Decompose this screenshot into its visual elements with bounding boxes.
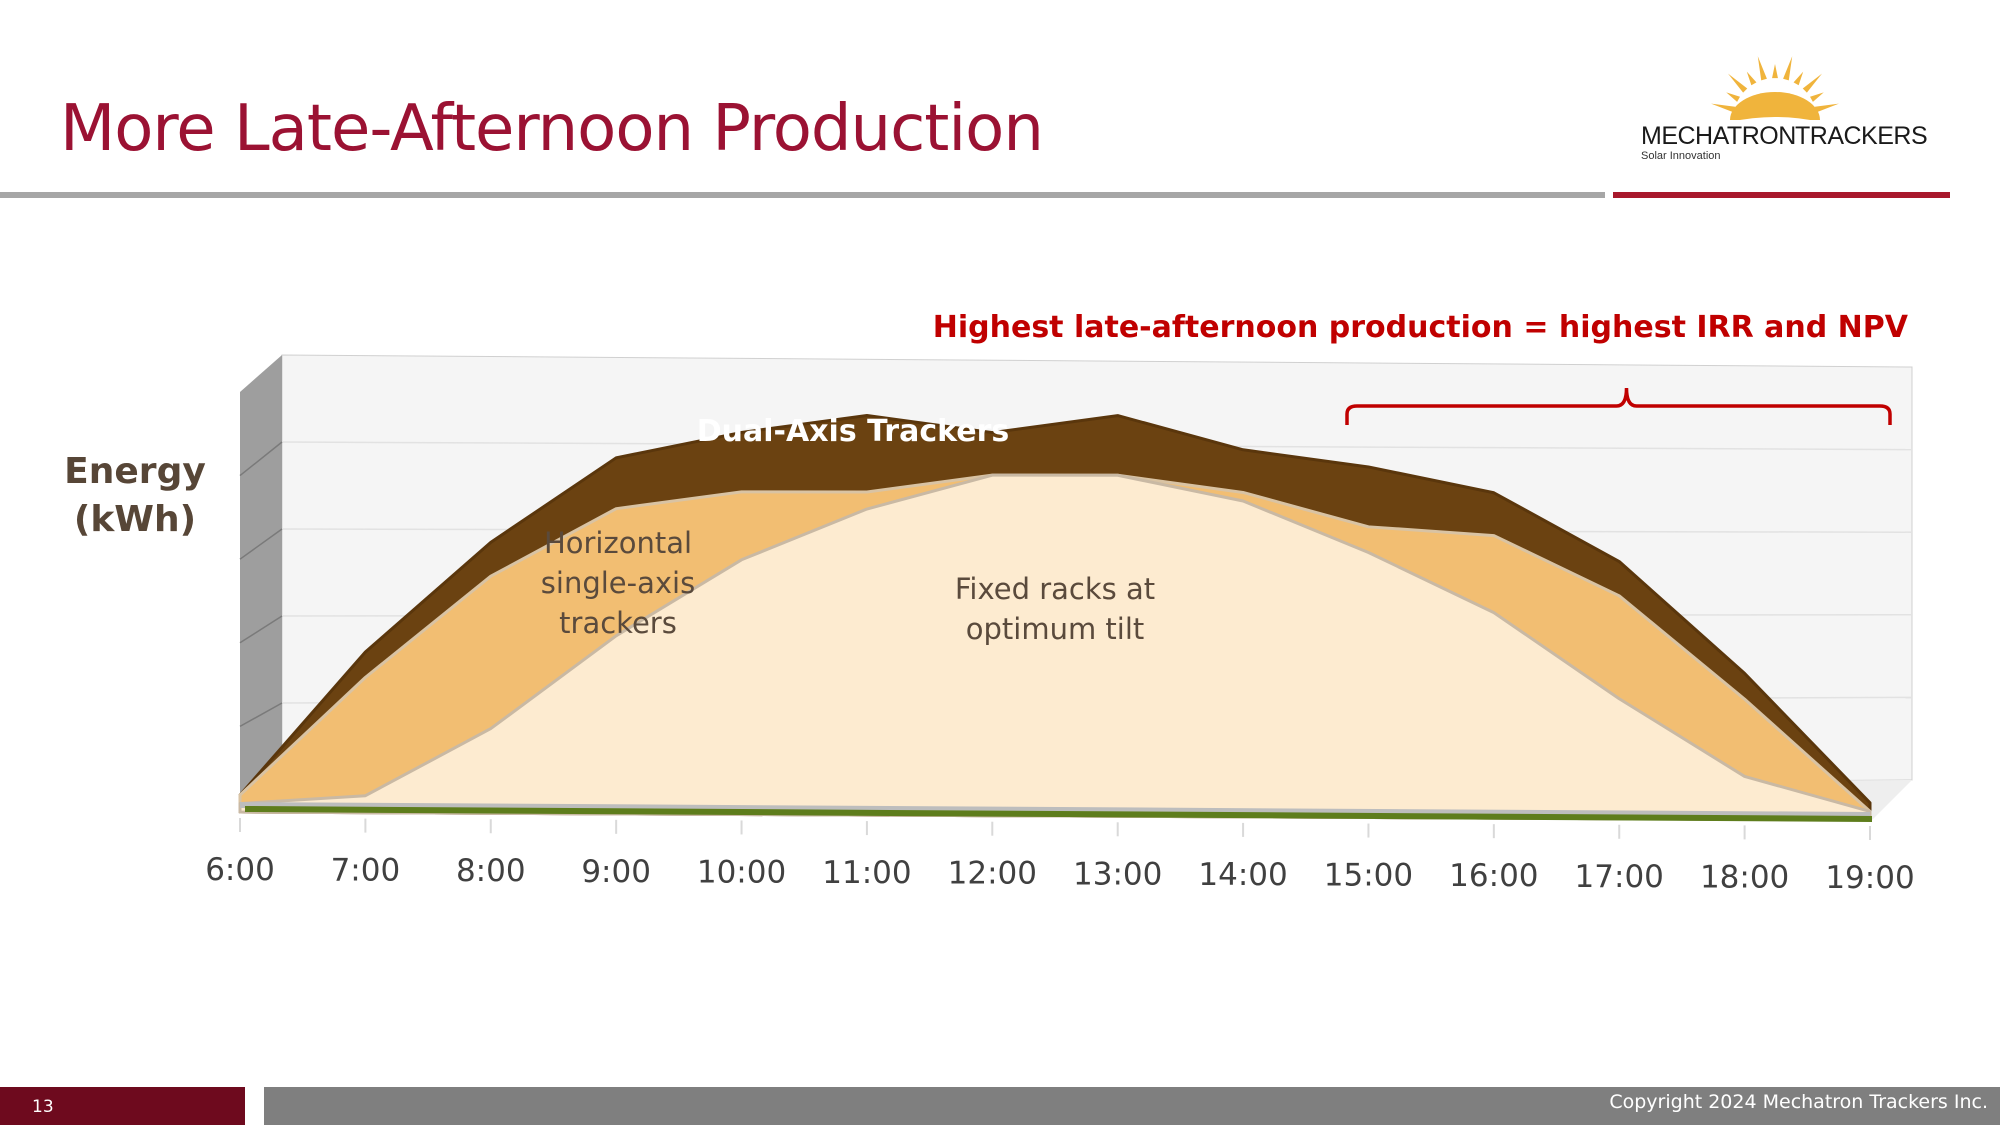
gridline-side	[239, 702, 283, 728]
single-axis-label: single-axis	[541, 566, 695, 600]
callout-bracket	[1345, 387, 1892, 425]
x-tick-label: 17:00	[1575, 859, 1664, 895]
page-number: 13	[32, 1097, 54, 1117]
dual-axis-label: Dual-Axis Trackers	[697, 414, 1010, 449]
fixed-rack-label: optimum tilt	[966, 612, 1145, 646]
sun-ray	[1757, 56, 1767, 81]
slide-title: More Late-Afternoon Production	[60, 92, 1044, 166]
sun-icon	[1711, 56, 1839, 126]
sun-ray	[1728, 73, 1748, 93]
gridline-side	[239, 615, 283, 644]
x-tick-label: 19:00	[1825, 860, 1914, 896]
x-tick-label: 8:00	[456, 853, 526, 889]
sun-ray	[1772, 64, 1778, 79]
x-tick-label: 11:00	[822, 855, 911, 891]
x-tick-label: 6:00	[205, 852, 275, 888]
callout-text: Highest late-afternoon production = high…	[932, 310, 1908, 345]
plot-side-wall	[240, 355, 282, 810]
sun-ray	[1746, 71, 1757, 86]
header-rule-red	[1613, 192, 1950, 198]
single-axis-label: trackers	[559, 606, 677, 640]
gridline-side	[239, 528, 283, 560]
header-rule-gray	[0, 192, 1605, 198]
x-tick-label: 15:00	[1324, 858, 1413, 894]
sun-ray	[1793, 71, 1804, 86]
single-axis-label: Horizontal	[544, 526, 692, 560]
footer-page-box: 13	[0, 1087, 245, 1125]
sun-ray	[1802, 73, 1822, 93]
sun-ray	[1783, 56, 1793, 81]
x-tick-label: 12:00	[948, 856, 1037, 892]
x-tick-label: 13:00	[1073, 856, 1162, 892]
footer-bar: Copyright 2024 Mechatron Trackers Inc.	[264, 1087, 2000, 1125]
company-logo: MECHATRON TRACKERS Solar Innovation	[1635, 48, 1928, 163]
x-tick-label: 10:00	[697, 854, 786, 890]
sun-ray	[1814, 103, 1839, 113]
fixed-rack-label: Fixed racks at	[955, 572, 1155, 606]
floor-green-edge	[245, 806, 1872, 822]
y-axis-label: Energy (kWh)	[64, 451, 206, 540]
x-tick-label: 7:00	[331, 853, 401, 889]
sun-ray	[1810, 92, 1824, 102]
x-tick-label: 14:00	[1198, 857, 1287, 893]
x-tick-label: 18:00	[1700, 859, 1789, 895]
logo-word-trackers: TRACKERS	[1795, 122, 1928, 150]
gridline-side	[239, 441, 283, 477]
copyright-text: Copyright 2024 Mechatron Trackers Inc.	[1609, 1091, 1988, 1113]
logo-word-mechatron: MECHATRON	[1641, 122, 1796, 150]
x-tick-label: 9:00	[581, 854, 651, 890]
sun-ray	[1711, 103, 1736, 113]
sun-ray	[1726, 92, 1740, 102]
x-tick-label: 16:00	[1449, 858, 1538, 894]
logo-tagline: Solar Innovation	[1641, 150, 1721, 162]
